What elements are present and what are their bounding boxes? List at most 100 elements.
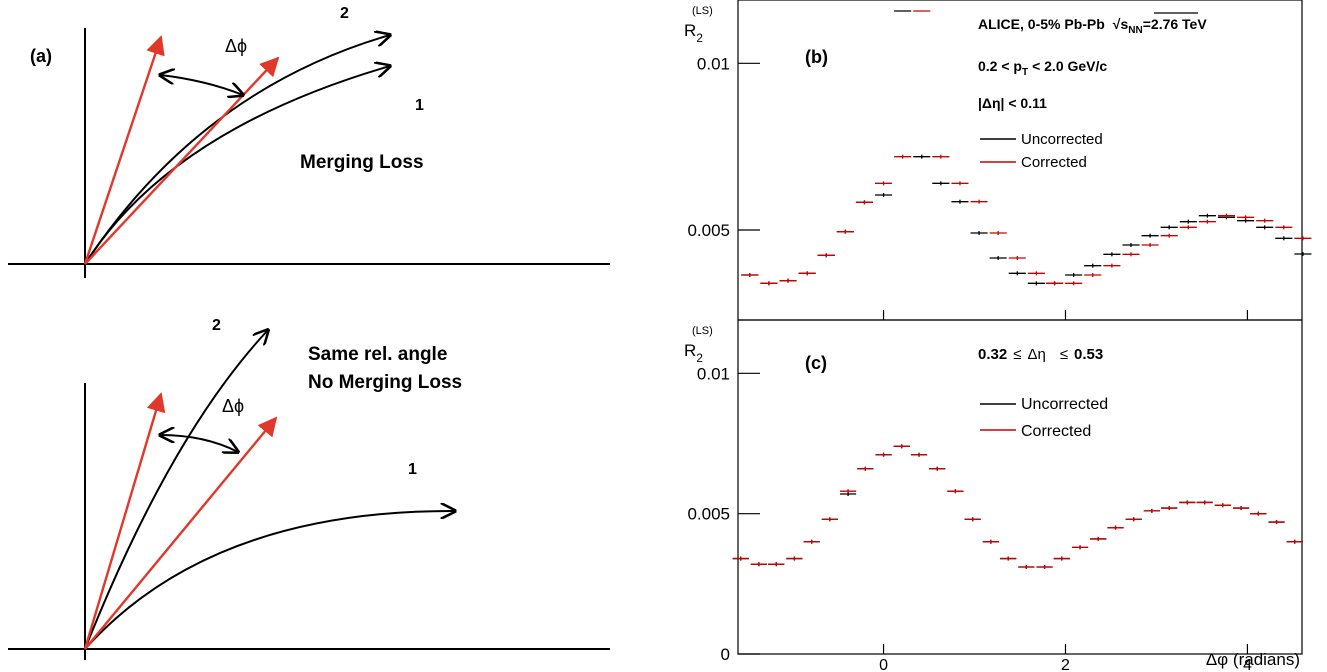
panel-c-point-corrected — [964, 517, 981, 522]
panel-b-energy-sym: s — [1120, 16, 1128, 32]
panel-c-frame — [737, 319, 1303, 655]
panel-b-point-corrected — [894, 154, 912, 159]
panel-c-label: (c) — [805, 353, 827, 373]
panel-b-point-uncorrected — [1179, 219, 1197, 224]
panel-b-point-uncorrected — [1198, 213, 1216, 218]
panel-c-ylabel-sub: 2 — [696, 351, 703, 365]
panel-b-point-uncorrected — [951, 199, 969, 204]
panel-b-point-uncorrected — [1008, 271, 1026, 276]
panel-b-point-corrected — [817, 253, 835, 258]
panel-c-ytick-label: 0.005 — [687, 505, 730, 524]
panel-b-point-corrected — [798, 271, 816, 276]
panel-b-point-corrected — [1122, 252, 1140, 257]
panel-b: 0.005 0.01 R2 (LS) (b) ALICE, 0-5% Pb-Pb √… — [684, 0, 1312, 321]
panel-c-point-corrected — [1000, 556, 1017, 561]
panel-b-energy-suffix: =2.76 TeV — [1143, 16, 1208, 32]
panel-c-eta-mid: Δη — [1027, 346, 1045, 363]
panel-c-point-corrected — [839, 489, 857, 494]
bottom-red-vector-1 — [83, 392, 166, 650]
bottom-caption-line2: No Merging Loss — [308, 372, 462, 393]
panel-b-point-uncorrected — [1122, 243, 1140, 247]
panel-b-ylabel-sub: 2 — [696, 31, 703, 45]
panel-a-label: (a) — [30, 46, 52, 66]
panel-b-label: (b) — [805, 47, 828, 67]
panel-b-point-uncorrected — [1294, 252, 1312, 256]
panel-b-point-corrected — [779, 278, 797, 283]
top-caption: Merging Loss — [300, 152, 424, 173]
panel-b-experiment-prefix: ALICE, 0-5% Pb-Pb — [978, 16, 1105, 32]
panel-c-eta-high: 0.53 — [1074, 346, 1103, 363]
panel-b-point-uncorrected — [1065, 273, 1083, 277]
panel-c-point-corrected — [893, 444, 910, 449]
panel-b-legend-corrected: Corrected — [1021, 154, 1087, 171]
panel-c-point-corrected — [1214, 503, 1231, 508]
panel-c-axes: 0 0.005 0.01 0 2 4 — [687, 364, 1252, 672]
panel-b-point-corrected — [970, 199, 988, 204]
panel-b-pt-sub: T — [1022, 67, 1028, 78]
bottom-angle-arc — [160, 435, 238, 452]
panel-b-ylabel-sup: (LS) — [692, 5, 713, 17]
panel-c-point-corrected — [750, 562, 768, 567]
panel-c-point-corrected — [929, 466, 946, 471]
panel-b-point-corrected — [1198, 219, 1216, 224]
panel-c-point-corrected — [732, 556, 749, 561]
sqrt-sign: √ — [1113, 16, 1121, 32]
panel-c-point-corrected — [1161, 506, 1178, 511]
panel-b-point-uncorrected — [1084, 263, 1102, 268]
panel-b-point-corrected — [1065, 281, 1083, 286]
panel-c-ylabel-sup: (LS) — [692, 325, 713, 337]
panel-c-legend-uncorrected: Uncorrected — [1021, 396, 1108, 413]
panel-b-point-uncorrected — [874, 193, 893, 197]
panel-b-point-corrected — [874, 181, 893, 186]
panel-c-point-corrected — [768, 562, 785, 567]
panel-b-pt-prefix: 0.2 < p — [978, 58, 1022, 74]
panel-c-point-corrected — [982, 539, 999, 544]
bottom-caption-line1: Same rel. angle — [308, 344, 447, 365]
panel-c-point-corrected — [1090, 536, 1107, 541]
panel-c-ylabel-main: R — [684, 341, 696, 360]
panel-b-point-corrected — [836, 229, 854, 234]
top-track-2-curve — [84, 35, 390, 265]
panel-b-axes: 0.005 0.01 — [687, 54, 1249, 320]
panel-c-xtick-label: 2 — [1061, 657, 1070, 672]
bottom-track-2-curve — [84, 330, 268, 650]
top-track-1-label: 1 — [415, 97, 424, 114]
panel-b-point-corrected — [1294, 236, 1312, 241]
panel-b-point-corrected — [951, 181, 969, 186]
panel-b-pt-cut: 0.2 < pT < 2.0 GeV/c — [978, 58, 1107, 78]
panel-c-point-corrected — [1018, 564, 1035, 569]
panel-c-ytick-label: 0 — [721, 645, 730, 664]
bottom-track-1-label: 1 — [408, 461, 417, 478]
panel-b-point-uncorrected — [1160, 225, 1178, 230]
panel-c-eta-le2: ≤ — [1060, 346, 1068, 363]
panel-b-point-corrected — [1256, 218, 1274, 223]
panel-b-point-corrected — [1046, 281, 1064, 286]
panel-c-eta-le1: ≤ — [1013, 346, 1021, 363]
panel-b-ytick-label: 0.01 — [697, 54, 730, 73]
panel-b-point-uncorrected — [1027, 281, 1045, 286]
panel-c-point-corrected — [1232, 506, 1250, 511]
panel-b-energy-sub: NN — [1128, 25, 1142, 36]
panel-c-legend-corrected: Corrected — [1021, 423, 1091, 440]
panel-b-legend-uncorrected: Uncorrected — [1021, 131, 1103, 148]
panel-c-xtick-label: 4 — [1243, 657, 1252, 672]
panel-b-point-corrected — [1141, 243, 1159, 247]
top-red-vector-2 — [84, 56, 280, 265]
panel-b-eta-cut: |Δη| < 0.11 — [978, 95, 1047, 111]
panel-c-point-corrected — [1179, 500, 1196, 505]
panel-c-point-corrected — [1268, 520, 1285, 525]
panel-c-point-corrected — [1196, 500, 1213, 505]
panel-b-point-uncorrected — [989, 256, 1007, 260]
panel-b-point-uncorrected — [1256, 225, 1274, 230]
panel-b-point-corrected — [1008, 256, 1026, 260]
bottom-track-2-label: 2 — [212, 317, 221, 334]
panel-c-point-corrected — [821, 517, 838, 522]
panel-b-experiment: ALICE, 0-5% Pb-Pb √sNN=2.76 TeV — [978, 16, 1207, 36]
panel-c-point-corrected — [1053, 556, 1070, 561]
panel-c-eta-low: 0.32 — [978, 346, 1007, 363]
panel-b-point-corrected — [855, 200, 873, 205]
panel-c-point-corrected — [1125, 517, 1142, 522]
panel-b-ytick-label: 0.005 — [687, 221, 730, 240]
